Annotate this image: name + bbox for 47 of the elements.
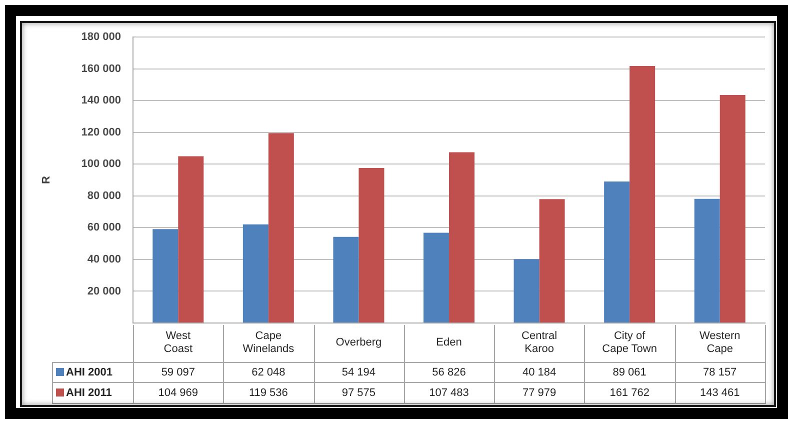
data-label: 89 061 <box>612 366 646 379</box>
x-tick-label: West Coast <box>164 330 193 356</box>
legend-label: AHI 2011 <box>66 387 112 400</box>
x-tick-label: Overberg <box>336 336 382 349</box>
y-tick-label: 40 000 <box>87 253 121 266</box>
data-label: 78 157 <box>703 366 737 379</box>
data-label: 97 575 <box>342 387 376 400</box>
bar <box>333 236 359 322</box>
data-label: 107 483 <box>429 387 469 400</box>
bar <box>720 95 746 322</box>
bar <box>539 199 565 322</box>
bar <box>178 156 204 322</box>
y-tick-label: 20 000 <box>87 285 121 298</box>
bar <box>242 224 268 322</box>
legend-label: AHI 2001 <box>66 366 112 379</box>
y-tick-label: 100 000 <box>81 158 121 170</box>
y-tick-label: 80 000 <box>87 190 121 202</box>
y-axis-title: R <box>40 176 53 184</box>
x-tick-label: Central Karoo <box>522 330 558 356</box>
y-tick-label: 160 000 <box>81 62 121 75</box>
x-tick-label: Eden <box>436 336 462 349</box>
bar <box>423 232 449 322</box>
data-label: 62 048 <box>252 366 286 379</box>
data-label: 40 184 <box>522 366 556 379</box>
data-label: 56 826 <box>432 366 466 379</box>
y-tick-label: 120 000 <box>81 126 121 138</box>
data-label: 143 461 <box>700 387 740 400</box>
bar <box>358 168 384 322</box>
y-tick-label: 140 000 <box>81 94 121 107</box>
bar <box>268 133 294 322</box>
bar <box>514 259 540 322</box>
data-label: 104 969 <box>158 387 198 400</box>
bar <box>630 66 656 322</box>
y-tick-label: 60 000 <box>87 222 121 234</box>
x-tick-label: City of Cape Town <box>602 330 657 356</box>
y-tick-label: 180 000 <box>81 31 121 44</box>
data-label: 119 536 <box>248 387 288 400</box>
bar <box>152 229 178 322</box>
bar <box>694 198 720 322</box>
x-tick-label: Cape Winelands <box>242 330 295 356</box>
data-label: 77 979 <box>522 387 556 400</box>
bar <box>449 152 475 322</box>
bar <box>604 181 630 322</box>
data-label: 54 194 <box>342 366 376 379</box>
x-tick-label: Western Cape <box>699 330 740 356</box>
data-label: 59 097 <box>161 366 195 379</box>
data-label: 161 762 <box>610 387 650 400</box>
